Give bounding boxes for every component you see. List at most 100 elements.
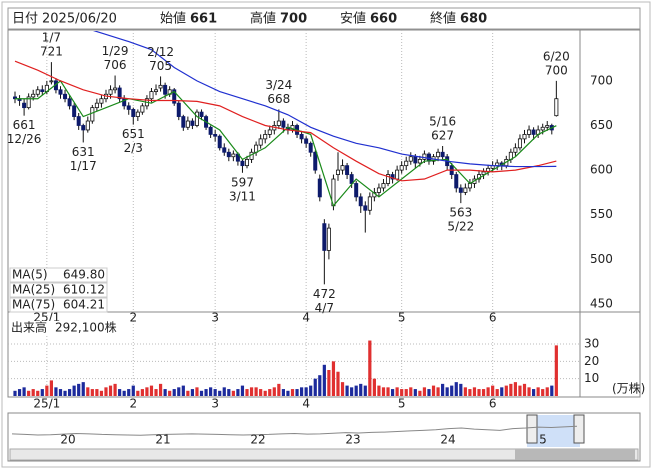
volume-latest: 292,100株 [55,320,117,335]
candle-body [90,107,95,122]
volume-bar [259,389,263,396]
candle-body [263,134,268,140]
volume-bar [268,389,272,396]
volume-bar [240,385,245,396]
volume-bar [27,390,31,396]
navigator-handle-right[interactable] [573,414,585,444]
header-value: 700 [280,12,307,27]
annotation-date: 3/11 [229,189,256,203]
candle-body [363,205,368,211]
volume-bar [236,389,240,396]
volume-bar [545,387,549,396]
navigator-label: 22 [250,433,265,447]
candle-body [154,89,159,92]
annotation-value: 721 [40,45,63,59]
candle-body [58,89,63,95]
y-tick-label: 700 [590,73,613,87]
volume-tick-label: 20 [584,354,599,368]
candle-body [326,227,331,251]
annotation-date: 2/12 [147,45,174,59]
ma-line [14,60,557,182]
volume-bar [431,385,436,396]
volume-bar [72,385,76,396]
annotation-date: 12/26 [7,132,42,146]
volume-bar [131,385,135,396]
legend-box [9,267,108,283]
volume-bar [263,390,267,396]
volume-bar [145,387,149,396]
candle-body [76,116,81,126]
volume-bar [550,385,554,396]
candle-body [417,158,422,164]
candle-body [317,178,322,198]
annotation-value: 631 [72,145,95,159]
volume-bar [154,389,158,396]
candle-body [190,120,195,126]
volume-bar [418,390,422,396]
candle-body [367,196,372,211]
volume-bar [445,387,449,396]
navigator-label: 21 [155,433,170,447]
candle-body [31,93,36,98]
candle-body [217,135,222,149]
candle-body [390,174,395,180]
candle-body [81,125,86,131]
candle-body [440,151,445,158]
volume-bar [254,387,258,396]
volume-bar [81,382,85,396]
header-label: 安値 [340,11,366,27]
volume-bar [204,389,208,396]
annotation-date: 1/29 [102,44,129,58]
volume-bar [372,378,376,396]
volume-bar [190,389,195,396]
candle-body [395,169,400,180]
volume-bar [231,390,235,396]
volume-bar [177,387,181,396]
y-tick-label: 650 [590,118,613,132]
volume-bar [345,385,349,396]
ma-line [15,79,557,208]
volume-bar [513,382,518,396]
volume-bar [49,380,53,396]
volume-bar [40,389,44,396]
volume-bar [272,387,276,396]
candle-body [240,160,245,167]
annotation-value: 668 [267,92,290,106]
navigator-label: 20 [60,433,75,447]
volume-bar [67,389,72,396]
volume-bar [354,385,358,396]
volume-bar [36,390,40,396]
candle-body [413,156,418,164]
navigator-handle-left[interactable] [526,414,538,444]
volume-bar [295,389,299,396]
volume-bar [554,345,558,396]
volume-bar [108,385,113,396]
y-tick-label: 550 [590,207,613,221]
annotation-date: 1/7 [42,31,61,45]
volume-bar [363,385,367,396]
candle-body [63,93,68,100]
candle-body [313,151,318,171]
volume-bar [422,387,427,396]
candle-body [135,111,140,117]
x-tick-label: 5 [398,397,406,411]
volume-bar [309,385,313,396]
volume-bar [245,389,249,396]
scrollbar-thumb[interactable] [515,449,635,460]
annotation-value: 472 [313,287,336,301]
header-value: 2025/06/20 [42,12,117,27]
volume-bar [318,375,322,396]
volume-bar [99,390,104,396]
volume-bar [427,389,431,396]
x-tick-label: 3 [211,397,219,411]
volume-bar [518,385,522,396]
volume-bar [77,383,81,396]
candle-body [463,187,468,193]
volume-bar [290,389,295,396]
candle-body [185,120,190,128]
candle-body [381,183,386,189]
candle-body [194,111,199,126]
volume-bar [199,390,204,396]
candle-body [213,134,218,137]
